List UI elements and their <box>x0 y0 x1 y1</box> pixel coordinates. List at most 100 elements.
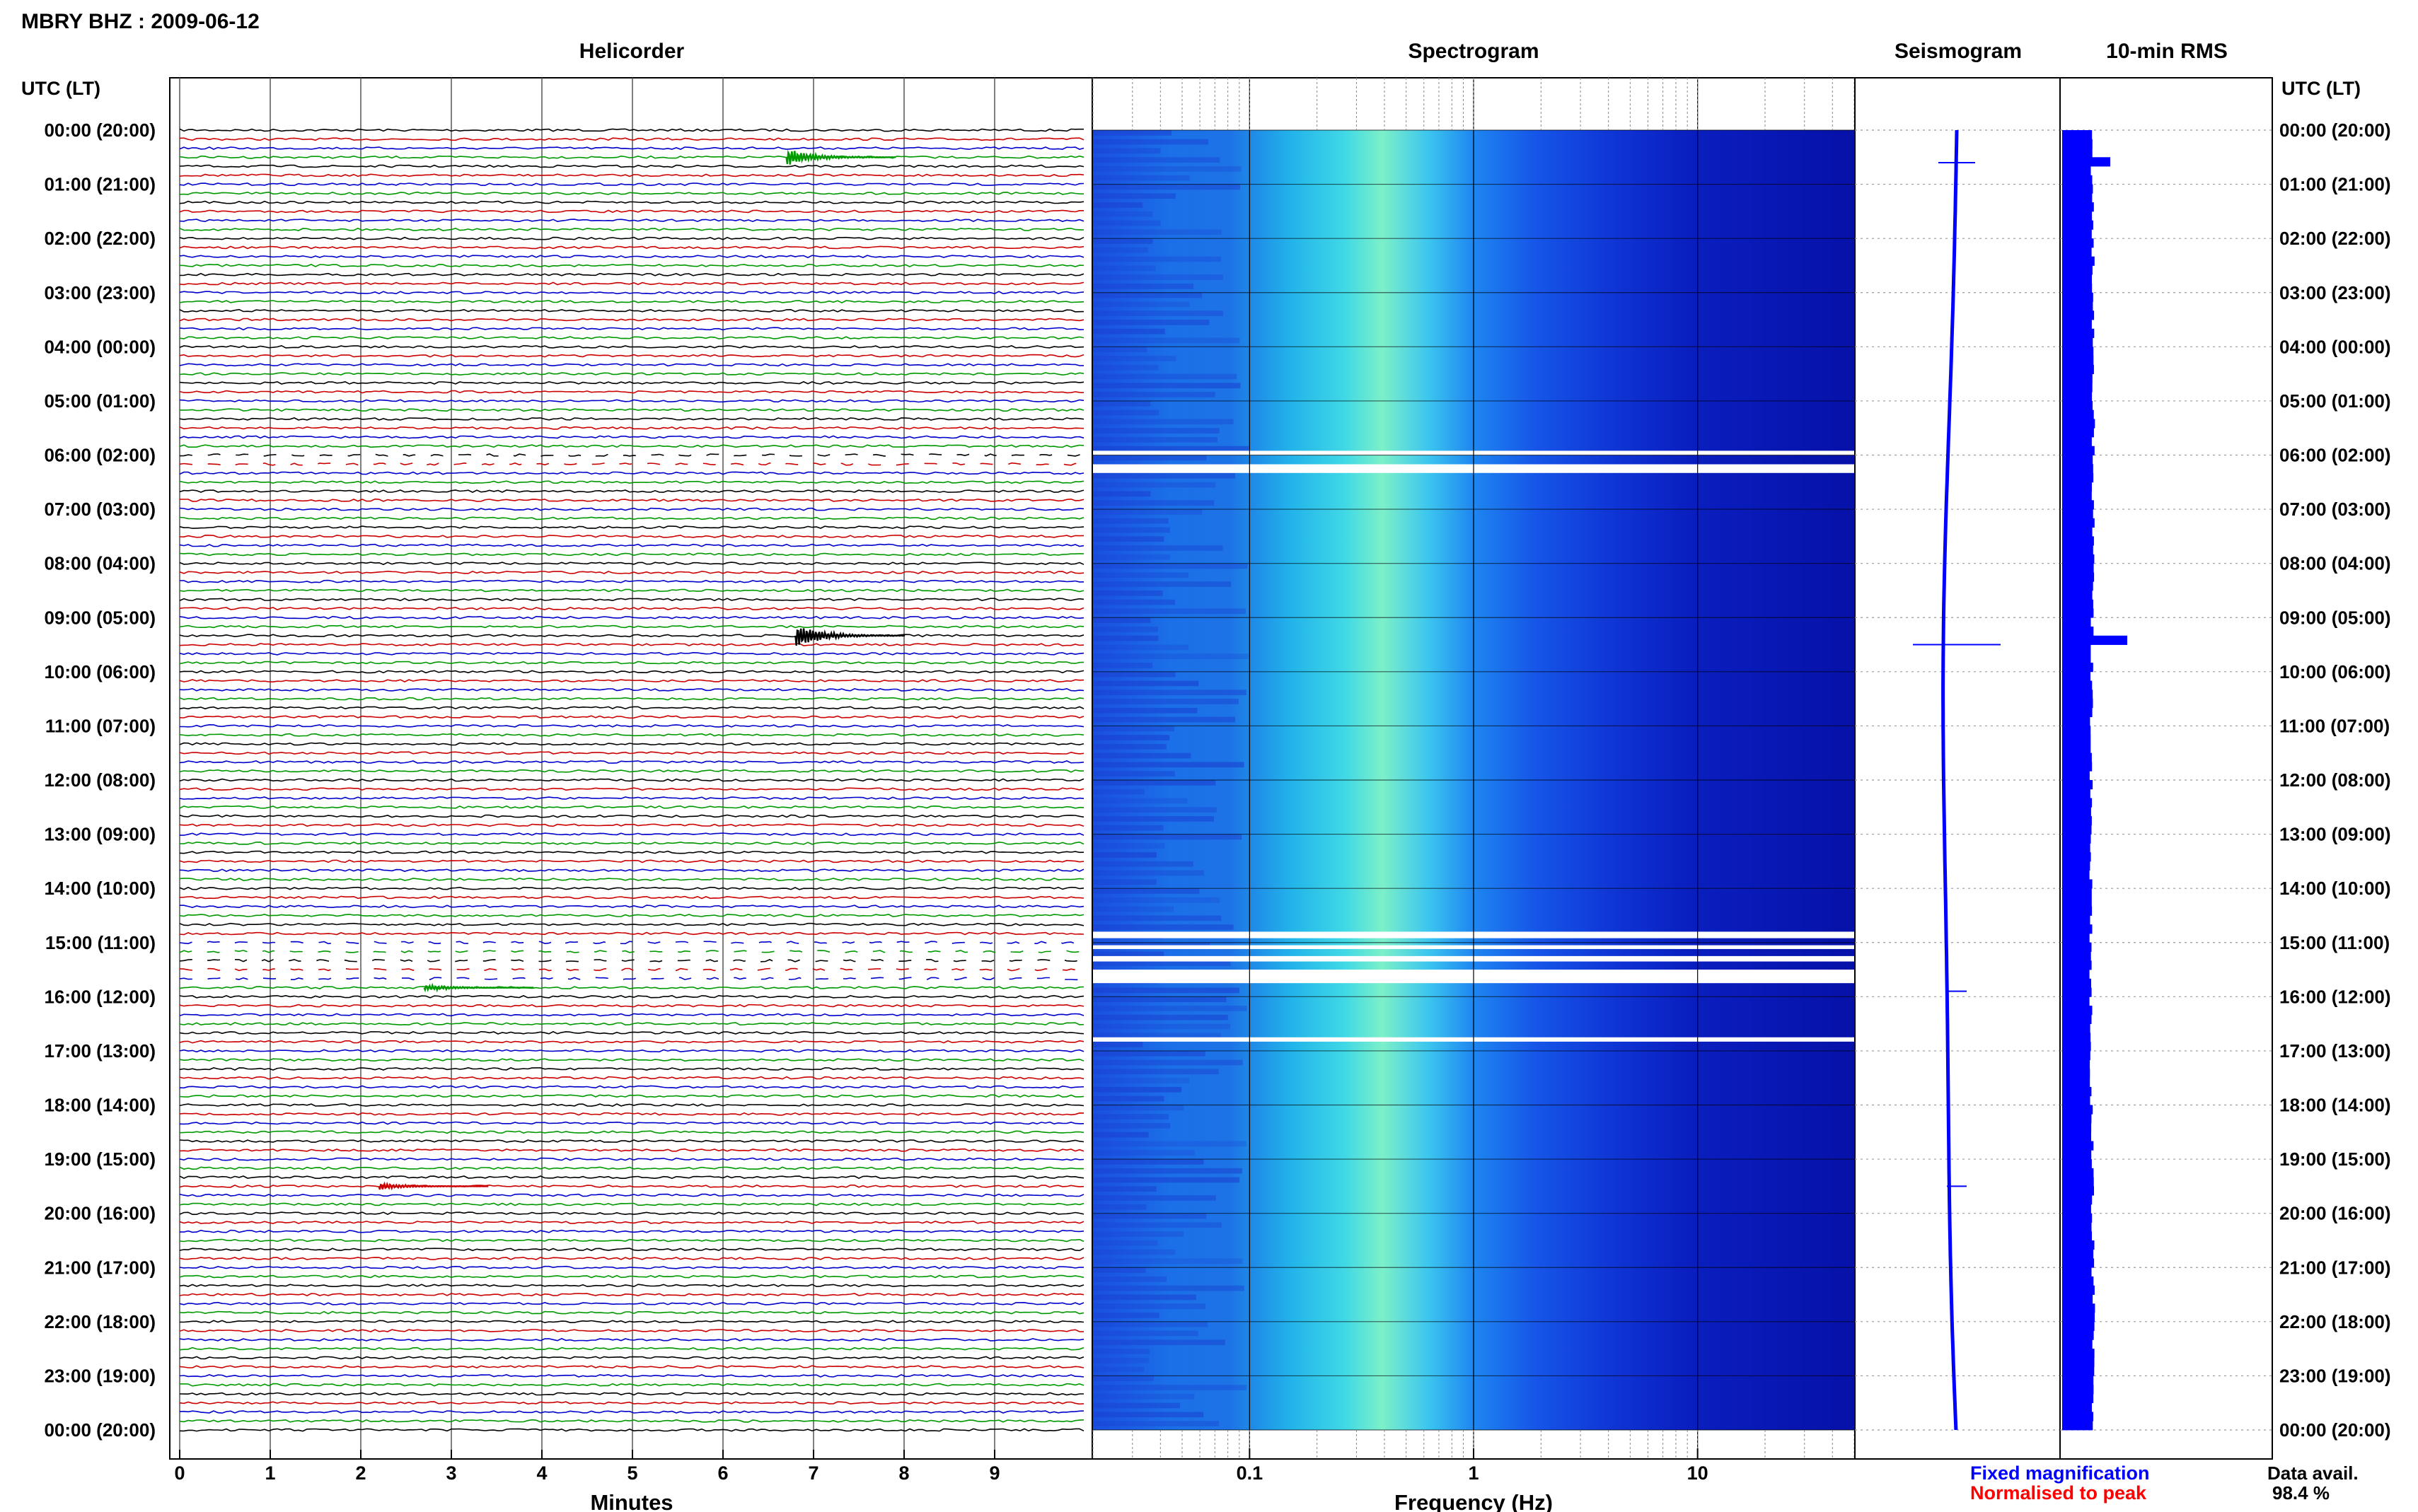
helicorder-trace-line <box>179 308 1084 313</box>
rms-bar <box>2062 428 2094 438</box>
spectrogram-row-band <box>1093 716 1236 723</box>
rms-bar <box>2062 301 2093 311</box>
spectrogram-x-tick-label: 10 <box>1687 1462 1708 1484</box>
spectrogram-row-band <box>1093 1186 1157 1192</box>
time-tick-label-right: 02:00 (22:00) <box>2279 228 2391 249</box>
helicorder-trace-line <box>179 1265 1084 1269</box>
time-tick-label-left: 02:00 (22:00) <box>44 228 156 249</box>
helicorder-trace-line <box>179 552 1084 557</box>
helicorder-trace-line <box>179 886 1084 890</box>
helicorder-trace-line <box>179 245 1084 250</box>
helicorder-trace-line <box>179 1130 1084 1134</box>
helicorder-trace-line <box>179 390 1084 394</box>
spectrogram-row-band <box>1093 356 1176 361</box>
rms-bar <box>2062 1014 2092 1025</box>
left-time-axis-label: UTC (LT) <box>21 78 100 99</box>
spectrogram-row-band <box>1093 419 1234 425</box>
rms-bar <box>2062 1114 2092 1124</box>
spectrogram-row-band <box>1093 265 1156 272</box>
rms-bar <box>2062 627 2094 636</box>
rms-bar <box>2062 978 2091 988</box>
helicorder-trace-line <box>179 1320 1084 1324</box>
time-tick-label-left: 18:00 (14:00) <box>44 1095 156 1116</box>
helicorder-trace-line <box>179 1293 1084 1296</box>
spectrogram-row-band <box>1093 581 1232 587</box>
rms-bar <box>2062 879 2093 889</box>
rms-bar <box>2062 1249 2094 1259</box>
helicorder-trace-line <box>179 1049 1084 1053</box>
helicorder-trace-line <box>179 651 1084 656</box>
spectrogram-row-band <box>1093 482 1216 488</box>
rms-bar <box>2062 1168 2094 1178</box>
rms-bar <box>2062 906 2093 916</box>
spectrogram-row-band <box>1093 1376 1154 1382</box>
helicorder-trace-line <box>179 146 1084 150</box>
helicorder-trace-line <box>179 1356 1084 1360</box>
rms-bar <box>2062 518 2095 528</box>
spectrogram-row-band <box>1093 328 1165 335</box>
spectrogram-row-band <box>1093 752 1191 759</box>
rms-bar <box>2062 1033 2091 1042</box>
helicorder-trace-line <box>179 796 1084 800</box>
time-tick-label-left: 10:00 (06:00) <box>44 661 156 682</box>
helicorder-trace-line <box>179 588 1084 593</box>
spectrogram-row-band <box>1093 130 1172 136</box>
rms-bar <box>2062 130 2093 140</box>
spectrogram-row-band <box>1093 148 1161 154</box>
rms-bar <box>2062 752 2092 762</box>
spectrogram-row-band <box>1093 1114 1169 1120</box>
rms-bar <box>2062 274 2092 284</box>
spectrogram-row-band <box>1093 373 1237 380</box>
rms-bar <box>2062 1339 2093 1349</box>
spectrogram-row-band <box>1093 1402 1181 1409</box>
helicorder-trace-line <box>179 1419 1084 1423</box>
time-tick-label-left: 00:00 (20:00) <box>44 120 156 141</box>
helicorder-trace-line <box>179 742 1084 746</box>
rms-bar <box>2062 762 2093 772</box>
helicorder-x-tick-label: 8 <box>898 1462 909 1484</box>
rms-bar <box>2062 1177 2094 1187</box>
rms-bar <box>2062 888 2092 898</box>
time-tick-label-left: 23:00 (19:00) <box>44 1365 156 1386</box>
spectrogram-row-band <box>1093 825 1164 831</box>
spectrogram-row-band <box>1093 518 1169 524</box>
spectrogram-row-band <box>1093 726 1175 732</box>
spectrogram-row-band <box>1093 211 1153 217</box>
helicorder-trace-line <box>179 841 1084 845</box>
rms-bar <box>2062 942 2092 952</box>
helicorder-trace-line <box>179 336 1084 339</box>
data-availability-value: 98.4 % <box>2272 1482 2330 1504</box>
rms-bar <box>2062 771 2090 781</box>
time-tick-label-left: 19:00 (15:00) <box>44 1148 156 1170</box>
spectrogram-row-band <box>1093 627 1158 632</box>
spectrogram-row-band <box>1093 1177 1240 1183</box>
rms-bar <box>2062 1385 2094 1395</box>
rms-bar <box>2062 1321 2095 1331</box>
rms-bar <box>2062 825 2092 834</box>
helicorder-trace-line <box>179 372 1084 376</box>
helicorder-trace-line <box>179 291 1084 295</box>
rms-bar <box>2062 1412 2093 1421</box>
helicorder-trace-line <box>179 850 1084 854</box>
seismogram-title: Seismogram <box>1895 40 2022 63</box>
time-tick-label-left: 22:00 (18:00) <box>44 1311 156 1332</box>
rms-bar <box>2062 861 2090 871</box>
helicorder-trace-line <box>179 1373 1084 1378</box>
spectrogram-row-band <box>1093 906 1174 912</box>
rms-bar <box>2062 1059 2090 1069</box>
rms-bar <box>2062 464 2093 474</box>
spectrogram-row-band <box>1093 843 1165 849</box>
rms-bar <box>2062 500 2094 510</box>
spectrogram-row-band <box>1093 193 1176 199</box>
rms-bar <box>2062 356 2094 366</box>
spectrogram-row-band <box>1093 1086 1182 1093</box>
helicorder-trace-line <box>179 543 1084 547</box>
helicorder-trace-line <box>179 200 1084 204</box>
spectrogram-row-band <box>1093 310 1224 316</box>
helicorder-trace-line <box>179 1076 1084 1080</box>
rms-bar <box>2062 1349 2095 1359</box>
helicorder-trace-line <box>179 380 1084 385</box>
rms-bar <box>2062 924 2093 934</box>
spectrogram-row-band <box>1093 1385 1247 1390</box>
rms-bar <box>2062 491 2092 501</box>
